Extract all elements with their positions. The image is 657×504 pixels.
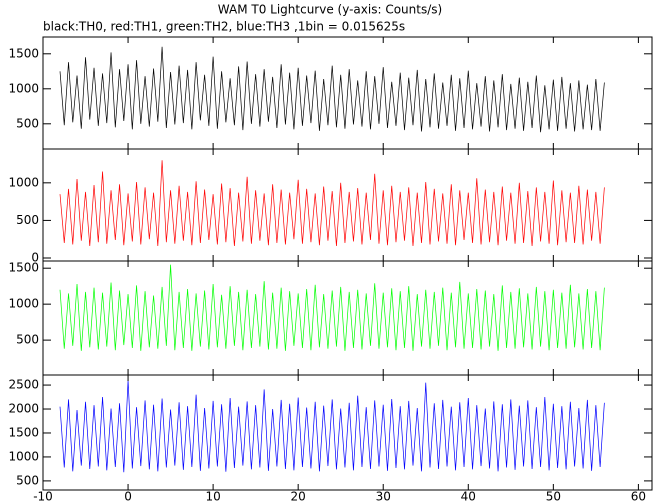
y-tick-label: 1500 — [8, 425, 39, 439]
y-tick-label: 1000 — [8, 81, 39, 95]
data-line — [59, 264, 605, 351]
y-tick-label: 2500 — [8, 378, 39, 392]
data-line — [59, 380, 605, 473]
x-tick-label: 30 — [376, 490, 391, 504]
y-tick-label: 1000 — [8, 297, 39, 311]
x-tick-label: 40 — [461, 490, 476, 504]
y-tick-label: 1500 — [8, 46, 39, 60]
x-tick-label: 50 — [546, 490, 561, 504]
x-tick-label: 0 — [124, 490, 132, 504]
chart-title: WAM T0 Lightcurve (y-axis: Counts/s) — [218, 3, 442, 17]
chart-subtitle: black:TH0, red:TH1, green:TH2, blue:TH3 … — [43, 20, 405, 34]
y-tick-label: 500 — [16, 116, 39, 130]
y-tick-label: 500 — [16, 213, 39, 227]
y-tick-label: 1000 — [8, 449, 39, 463]
data-line — [59, 160, 605, 246]
y-tick-label: 2000 — [8, 402, 39, 416]
panel-frame — [42, 374, 653, 491]
x-tick-label: 20 — [291, 490, 306, 504]
x-tick-label: 60 — [631, 490, 646, 504]
y-tick-label: 500 — [16, 473, 39, 487]
data-line — [59, 46, 605, 133]
y-tick-label: 1000 — [8, 175, 39, 189]
y-tick-label: 1500 — [8, 261, 39, 275]
x-tick-label: -10 — [33, 490, 53, 504]
y-tick-label: 0 — [31, 250, 39, 264]
y-tick-label: 500 — [16, 333, 39, 347]
x-tick-label: 10 — [205, 490, 220, 504]
